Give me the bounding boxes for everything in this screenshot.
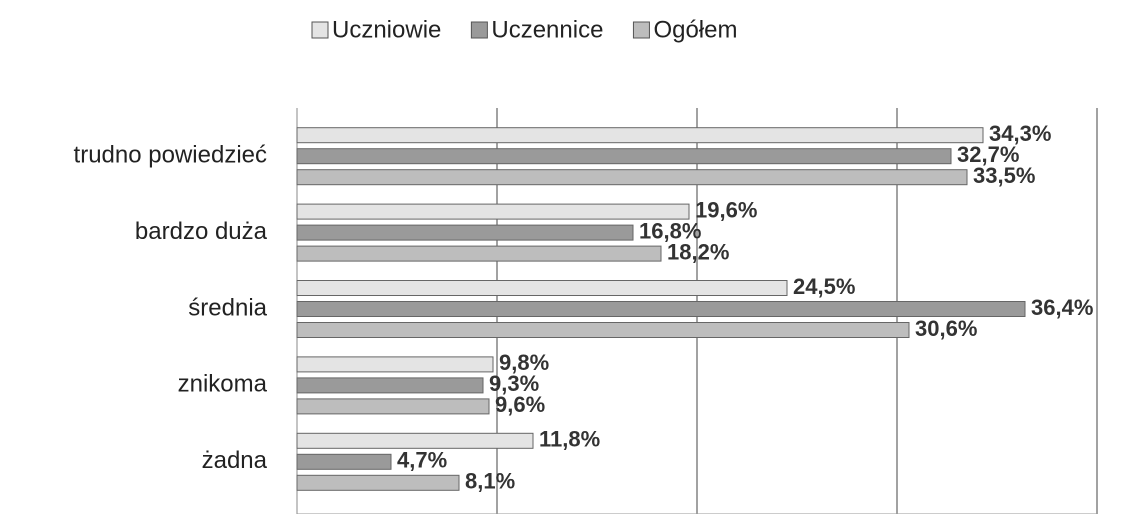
legend-label: Ogółem [653,16,737,43]
category-label: znikoma [178,371,268,398]
bar [296,301,1026,317]
bar [296,148,952,165]
bar [296,245,662,262]
value-label: 34,3% [989,121,1051,146]
value-label: 16,8% [639,218,701,243]
bar [296,377,484,394]
bar [296,453,392,470]
bar [296,322,910,338]
value-label: 33,5% [973,163,1035,188]
value-label: 30,6% [915,316,977,341]
bar [296,224,634,241]
bar [296,474,460,491]
legend-swatch [311,21,329,39]
value-label: 36,4% [1031,295,1093,320]
category-label: średnia [188,294,267,321]
bar [296,280,788,296]
category-label: trudno powiedzieć [74,142,267,169]
bar [296,169,968,186]
value-label: 19,6% [695,197,757,222]
value-label: 9,3% [489,371,539,396]
value-label: 11,8% [539,427,600,452]
legend-label: Uczennice [491,16,603,43]
value-label: 18,2% [667,239,729,264]
bar [296,356,494,373]
category-label: bardzo duża [135,218,268,245]
value-label: 8,1% [465,469,515,494]
value-label: 24,5% [793,274,855,299]
category-label: żadna [202,447,268,474]
value-label: 9,8% [499,350,549,375]
value-label: 4,7% [397,448,447,473]
legend-swatch [632,21,650,39]
legend-label: Uczniowie [332,16,441,43]
value-label: 9,6% [495,392,545,417]
legend-swatch [470,21,488,39]
bar [296,398,490,415]
bar [296,432,534,449]
bar [296,203,690,220]
value-label: 32,7% [957,142,1019,167]
bar [296,127,984,144]
